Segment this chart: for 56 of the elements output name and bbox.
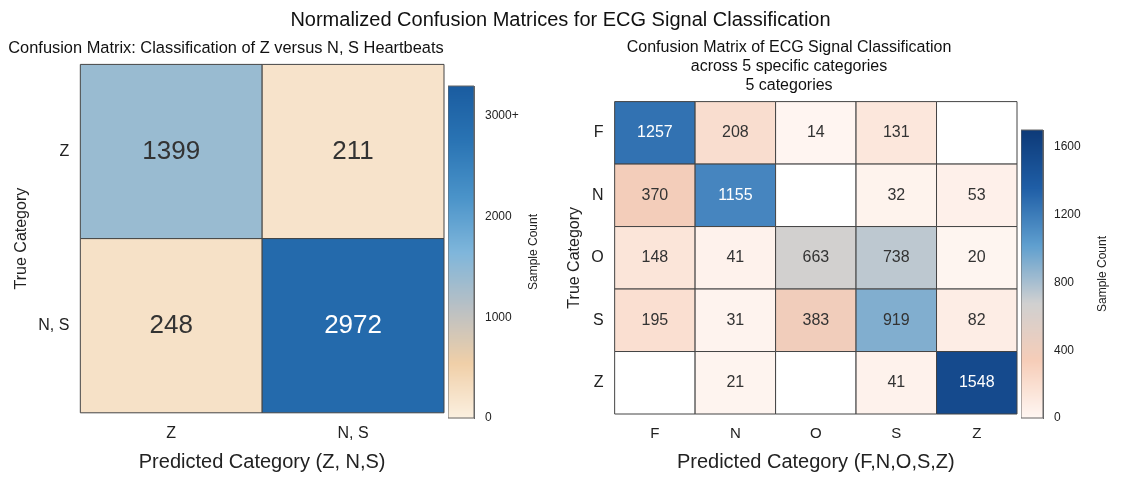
color-bar-title: Sample Count: [1095, 235, 1110, 313]
data-label: 14: [806, 123, 825, 141]
color-bar-label: 400: [1054, 342, 1075, 357]
color-bar-label: 0: [485, 410, 492, 425]
x-tick-label: N: [729, 424, 741, 442]
color-bar-label: 0: [1054, 410, 1061, 425]
color-bar-label: 1200: [1054, 207, 1082, 222]
data-label: 208: [722, 123, 749, 141]
x-tick-label: F: [650, 424, 660, 442]
color-bar-label: 3000+: [485, 108, 519, 123]
data-label: 53: [967, 185, 986, 203]
x-tick-label: S: [891, 424, 902, 442]
data-label: 919: [882, 310, 910, 328]
data-label: 1257: [637, 123, 673, 141]
data-label: 1155: [718, 185, 753, 203]
y-tick-label: N: [592, 185, 604, 203]
data-label: 370: [641, 185, 669, 203]
data-label: 195: [641, 310, 669, 328]
color-bar-label: 800: [1054, 274, 1075, 289]
y-axis-title: True Category: [565, 206, 583, 309]
data-label: 20: [967, 248, 986, 266]
data-label: 1399: [142, 134, 201, 165]
data-label: 21: [726, 373, 745, 391]
data-label: 41: [887, 373, 906, 391]
color-bar-label: 1000: [485, 309, 513, 324]
x-tick-label: O: [809, 424, 822, 442]
data-label: 31: [726, 310, 745, 328]
chart-title: Confusion Matrix of ECG Signal Classification: [626, 38, 952, 56]
y-tick-label: Z: [593, 373, 604, 391]
x-axis-title: Predicted Category (F,N,O,S,Z): [676, 449, 955, 472]
color-bar-title: Sample Count: [526, 213, 541, 291]
x-axis-title: Predicted Category (Z, N,S): [138, 449, 386, 472]
data-label: 211: [332, 134, 374, 165]
chart-subtitle: across 5 specific categories 5 categories: [690, 57, 888, 94]
data-label: 738: [882, 248, 910, 266]
text: Normalized Confusion Matrices for ECG Signal Classification: [289, 7, 832, 32]
data-label: 41: [726, 248, 745, 266]
y-tick-label: F: [593, 123, 604, 141]
data-label: 1548: [958, 373, 995, 391]
y-axis-title: True Category: [12, 187, 30, 290]
data-label: 383: [802, 310, 830, 328]
y-tick-label: S: [592, 310, 604, 328]
color-bar-label: 2000: [485, 209, 513, 224]
x-tick-label: Z: [166, 423, 177, 441]
x-tick-label: Z: [972, 424, 982, 442]
data-label: 82: [967, 310, 986, 328]
data-label: 32: [887, 185, 906, 203]
data-label: 663: [802, 248, 830, 266]
data-label: 148: [641, 248, 669, 266]
x-tick-label: N, S: [337, 423, 369, 441]
data-label: 131: [882, 123, 910, 141]
y-tick-label: O: [591, 248, 604, 266]
data-label: 2972: [324, 308, 382, 339]
data-label: 248: [149, 308, 193, 339]
chart-subtitle: Confusion Matrix: Classification of Z versus N, S Heartbeats: [8, 37, 444, 57]
color-bar-label: 1600: [1054, 139, 1082, 154]
